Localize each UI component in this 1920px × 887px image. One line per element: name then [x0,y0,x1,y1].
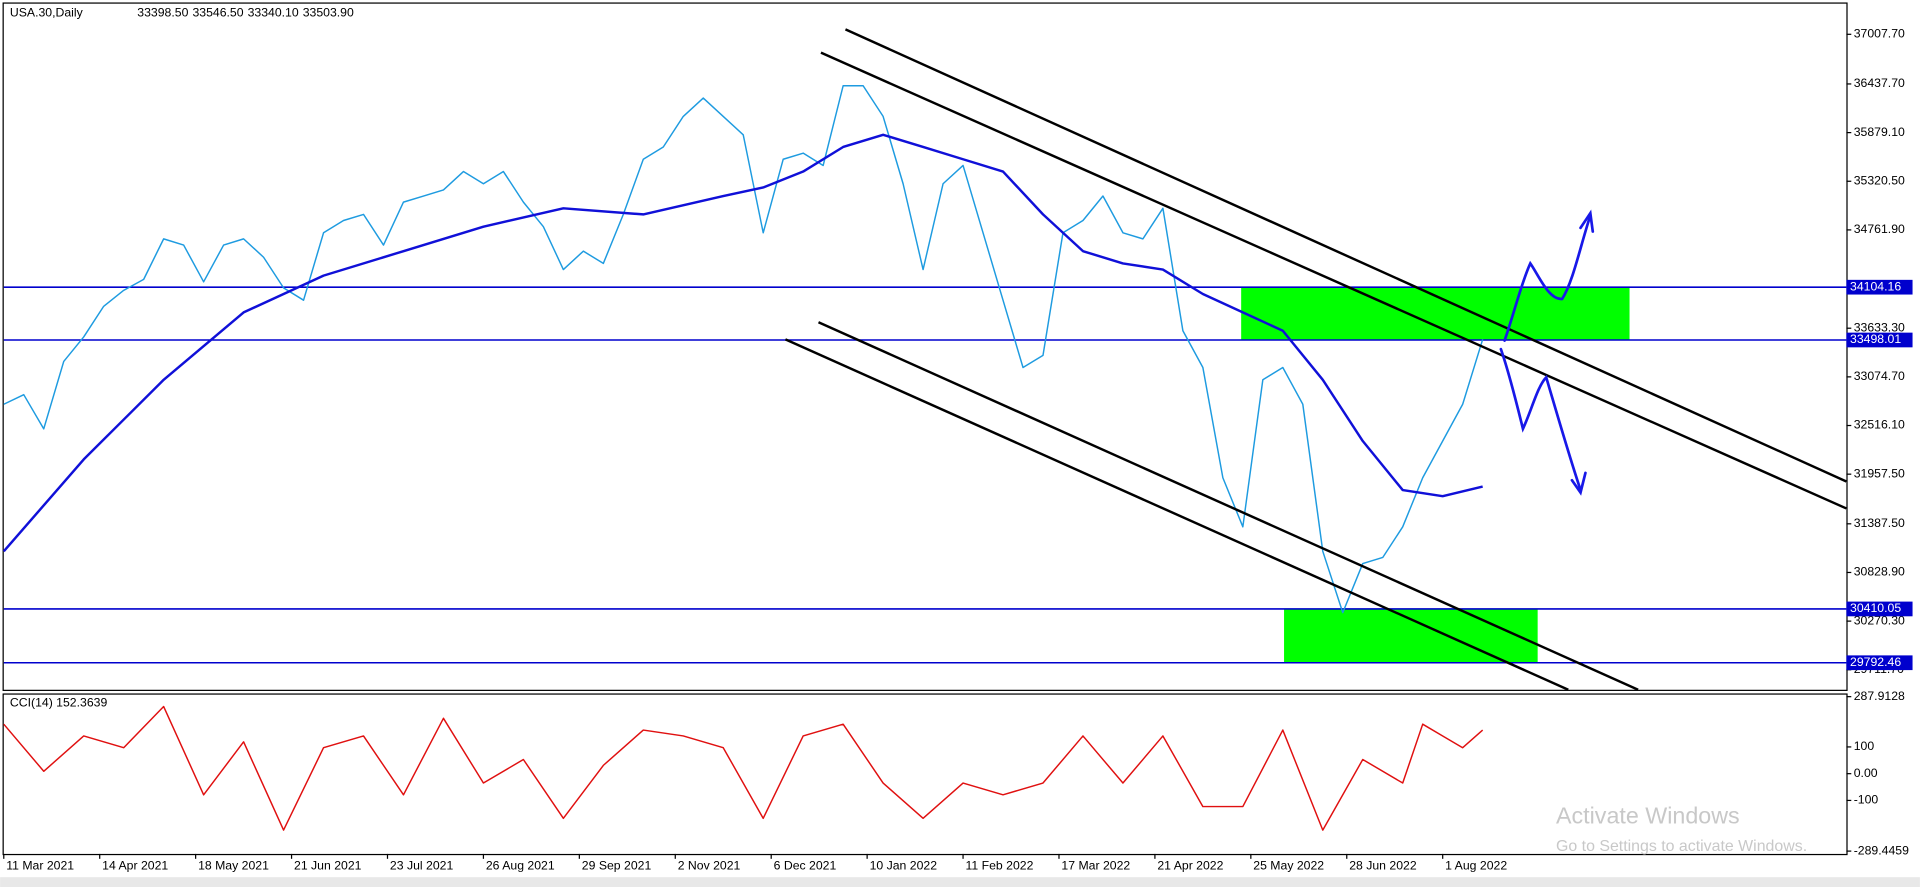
zone [1284,608,1538,663]
level-label: 29792.46 [1850,655,1901,669]
channel-line [784,338,1569,691]
level-label-box [1846,279,1913,295]
y-tick-label: 36437.70 [1854,76,1905,90]
x-tick-label: 1 Aug 2022 [1445,858,1507,872]
scenario-arrows [1499,209,1595,496]
x-tick-label: 6 Dec 2021 [774,858,837,872]
x-tick-label: 18 May 2021 [198,858,269,872]
x-tick-label: 2 Nov 2021 [678,858,741,872]
y-tick-label: 100 [1854,739,1875,753]
x-tick-label: 10 Jan 2022 [870,858,938,872]
ohlc-value: 33340.10 [248,6,299,20]
level-label: 30410.05 [1850,601,1901,615]
y-tick-label: 31957.50 [1854,466,1905,480]
y-tick-label: -289.4459 [1854,843,1909,857]
x-tick-label: 17 Mar 2022 [1061,858,1130,872]
y-tick-label: 31387.50 [1854,516,1905,530]
level-label: 33498.01 [1850,332,1901,346]
y-tick-label: 35879.10 [1854,125,1905,139]
level-label-box [1846,655,1913,671]
arrow-up [1503,214,1592,342]
axes: 37007.70 36437.70 35879.10 35320.50 34761.90… [3,27,1913,872]
x-tick-label: 14 Apr 2021 [102,858,168,872]
x-tick-label: 29 Sep 2021 [582,858,652,872]
y-tick-label: 35320.50 [1854,173,1905,187]
y-tick-label: 30270.30 [1854,613,1905,627]
level-label: 34104.16 [1850,279,1901,293]
y-tick-label: 37007.70 [1854,27,1905,41]
ohlc-value: 33398.50 [137,6,188,20]
watermark-title: Activate Windows [1556,802,1740,828]
x-tick-label: 26 Aug 2021 [486,858,555,872]
x-tick-label: 11 Feb 2022 [966,858,1034,872]
x-tick-label: 25 May 2022 [1253,858,1324,872]
y-tick-label: 0.00 [1854,766,1878,780]
watermark-subtitle: Go to Settings to activate Windows. [1556,838,1807,855]
series-line [2,133,1483,553]
arrowhead [1570,471,1587,496]
chart-title: USA.30,Daily [10,6,84,20]
y-tick-label: 33633.30 [1854,320,1905,334]
x-tick-label: 28 Jun 2022 [1349,858,1417,872]
x-tick-label: 21 Apr 2022 [1157,858,1223,872]
level-label-box [1846,332,1913,348]
channel-lines [784,28,1847,691]
tab-strip [0,877,1920,887]
x-tick-label: 23 Jul 2021 [390,858,454,872]
ohlc-readout: 33398.50 33546.50 33340.10 33503.90 [137,6,354,20]
x-tick-label: 11 Mar 2021 [6,858,74,872]
y-tick-label: 287.9128 [1854,689,1905,703]
y-tick-label: 33074.70 [1854,369,1905,383]
ohlc-value: 33546.50 [192,6,243,20]
ohlc-value: 33503.90 [303,6,354,20]
arrow-down [1499,347,1582,492]
channel-line [844,28,1847,483]
y-tick-label: 34761.90 [1854,222,1905,236]
arrowhead [1579,209,1595,233]
series-line [3,705,1484,831]
channel-line [820,51,1847,510]
x-tick-label: 21 Jun 2021 [294,858,362,872]
channel-line [817,321,1639,691]
y-tick-label: 32516.10 [1854,418,1905,432]
y-tick-label: 30828.90 [1854,565,1905,579]
y-tick-label: -100 [1854,793,1879,807]
indicator-title: CCI(14) 152.3639 [10,695,108,709]
level-label-box [1846,601,1913,617]
